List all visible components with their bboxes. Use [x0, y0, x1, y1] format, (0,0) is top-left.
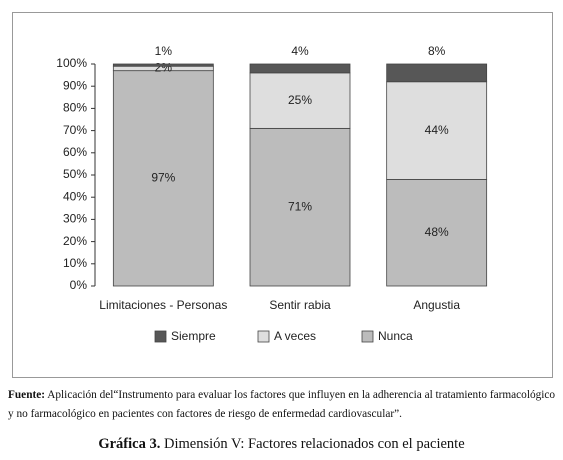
bar-segment [386, 63, 488, 83]
x-tick-label: Limitaciones - Personas [99, 298, 227, 312]
legend-label: Siempre [171, 329, 216, 343]
bar-segment [112, 63, 214, 67]
value-label: 2% [155, 61, 173, 75]
bar-segment [249, 127, 351, 287]
y-tick-label: 30% [63, 212, 87, 226]
bar-segment [249, 63, 351, 74]
chart: 0% 10% 20% 30% 40% 50% 60% 70% 80% 90% 100% Limitac… [12, 12, 553, 378]
caption-text: Dimensión V: Factores relacionados con e… [163, 436, 465, 452]
x-tick-label: Sentir rabia [269, 298, 331, 312]
x-tick-label: Angustia [413, 298, 460, 312]
source-label: Fuente: [8, 389, 46, 401]
y-tick-label: 10% [63, 256, 87, 270]
value-label: 48% [425, 225, 449, 239]
frame [12, 12, 553, 378]
y-tick-label: 40% [63, 189, 87, 203]
y-tick-label: 100% [56, 56, 87, 70]
y-tick-label: 90% [63, 78, 87, 92]
bar-segment [112, 70, 214, 287]
value-label: 71% [288, 199, 312, 213]
caption-label: Gráfica 3. [98, 436, 161, 452]
y-tick-label: 60% [63, 145, 87, 159]
bar-segment [386, 179, 488, 287]
caption: Gráfica 3. Dimensión V: Factores relacio… [0, 436, 563, 453]
bar-segment [249, 72, 351, 129]
source-note: Fuente: Aplicación del“Instrumento para … [8, 386, 556, 424]
value-label: 44% [425, 123, 449, 137]
value-label: 1% [155, 44, 173, 58]
value-label: 25% [288, 93, 312, 107]
value-label: 97% [151, 171, 175, 185]
legend-swatch [154, 330, 167, 343]
legend-swatch [361, 330, 374, 343]
y-tick-label: 50% [63, 167, 87, 181]
legend-label: A veces [274, 329, 316, 343]
value-label: 8% [428, 44, 446, 58]
source-text: Aplicación del“Instrumento para evaluar … [8, 389, 556, 420]
y-tick-label: 0% [70, 278, 88, 292]
bar-segment [386, 81, 488, 180]
legend-label: Nunca [378, 329, 413, 343]
y-tick-label: 80% [63, 101, 87, 115]
value-label: 4% [291, 44, 309, 58]
legend-swatch [257, 330, 270, 343]
y-tick-label: 70% [63, 123, 87, 137]
y-tick-label: 20% [63, 234, 87, 248]
